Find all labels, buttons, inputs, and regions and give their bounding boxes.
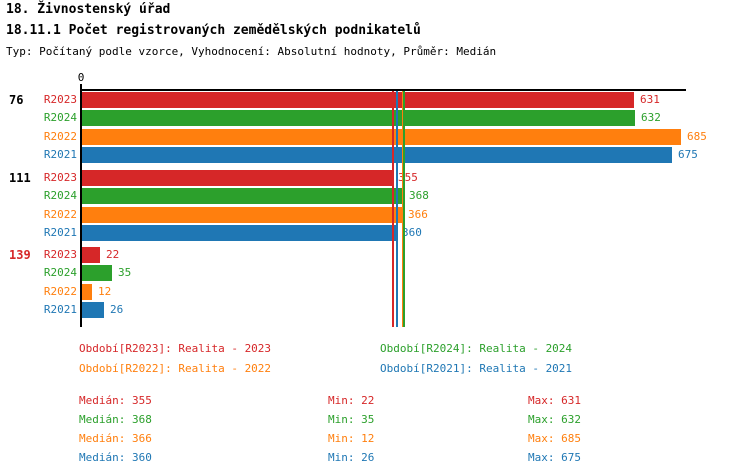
series-label: R2024	[43, 111, 77, 124]
bar-value-label: 35	[118, 266, 132, 279]
series-label: R2023	[43, 248, 77, 261]
series-label: R2023	[43, 93, 77, 106]
y-axis-line	[80, 84, 82, 327]
median-line	[392, 90, 394, 327]
series-label: R2023	[43, 171, 77, 184]
bar-value-label: 675	[678, 148, 698, 161]
legend-item: Období[R2022]: Realita - 2022	[79, 362, 272, 375]
indicator-meta: Typ: Počítaný podle vzorce, Vyhodnocení:…	[6, 45, 497, 58]
median-line	[396, 90, 398, 327]
series-label: R2022	[43, 208, 77, 221]
stat-max: Max: 631	[528, 394, 581, 407]
bar-value-label: 632	[641, 111, 661, 124]
stat-max: Max: 685	[528, 432, 581, 445]
bar	[81, 188, 403, 204]
stat-max: Max: 632	[528, 413, 581, 426]
x-axis-line	[81, 89, 686, 91]
bar-value-label: 631	[640, 93, 660, 106]
stat-max: Max: 675	[528, 451, 581, 464]
bar-value-label: 366	[408, 208, 428, 221]
series-label: R2021	[43, 226, 77, 239]
bar	[81, 284, 92, 300]
group-label: 139	[9, 248, 31, 262]
series-label: R2021	[43, 303, 77, 316]
bar-value-label: 12	[98, 285, 112, 298]
bar	[81, 147, 672, 163]
series-label: R2022	[43, 285, 77, 298]
bar	[81, 170, 392, 186]
bar	[81, 207, 402, 223]
series-label: R2022	[43, 130, 77, 143]
bar	[81, 225, 396, 241]
legend-item: Období[R2023]: Realita - 2023	[79, 342, 272, 355]
stat-median: Medián: 360	[79, 451, 152, 464]
series-label: R2021	[43, 148, 77, 161]
stat-median: Medián: 355	[79, 394, 152, 407]
median-line	[403, 90, 405, 327]
stat-min: Min: 26	[328, 451, 375, 464]
bar-value-label: 360	[402, 226, 422, 239]
stat-min: Min: 12	[328, 432, 375, 445]
bar	[81, 92, 634, 108]
indicator-subtitle: 18.11.1 Počet registrovaných zemědělskýc…	[6, 23, 421, 38]
bar	[81, 247, 100, 263]
stat-median: Medián: 368	[79, 413, 152, 426]
bar	[81, 265, 112, 281]
stat-min: Min: 22	[328, 394, 375, 407]
group-label: 76	[9, 93, 24, 107]
page-title: 18. Živnostenský úřad	[6, 2, 171, 17]
bar	[81, 110, 635, 126]
bar	[81, 302, 104, 318]
legend-item: Období[R2024]: Realita - 2024	[380, 342, 573, 355]
bar-chart: 76 R2023 631 R2024 632 R2022 685 R2021 675 111 R20…	[9, 71, 707, 327]
bar-value-label: 368	[409, 189, 429, 202]
bar	[81, 129, 681, 145]
stat-median: Medián: 366	[79, 432, 152, 445]
series-label: R2024	[43, 266, 77, 279]
bar-value-label: 685	[687, 130, 707, 143]
x-axis-origin-tick-label: 0	[77, 71, 85, 84]
bar-value-label: 22	[106, 248, 120, 261]
median-line	[401, 90, 404, 327]
legend-item: Období[R2021]: Realita - 2021	[380, 362, 573, 375]
group-label: 111	[9, 171, 31, 185]
stat-min: Min: 35	[328, 413, 375, 426]
bar-value-label: 26	[110, 303, 124, 316]
series-label: R2024	[43, 189, 77, 202]
